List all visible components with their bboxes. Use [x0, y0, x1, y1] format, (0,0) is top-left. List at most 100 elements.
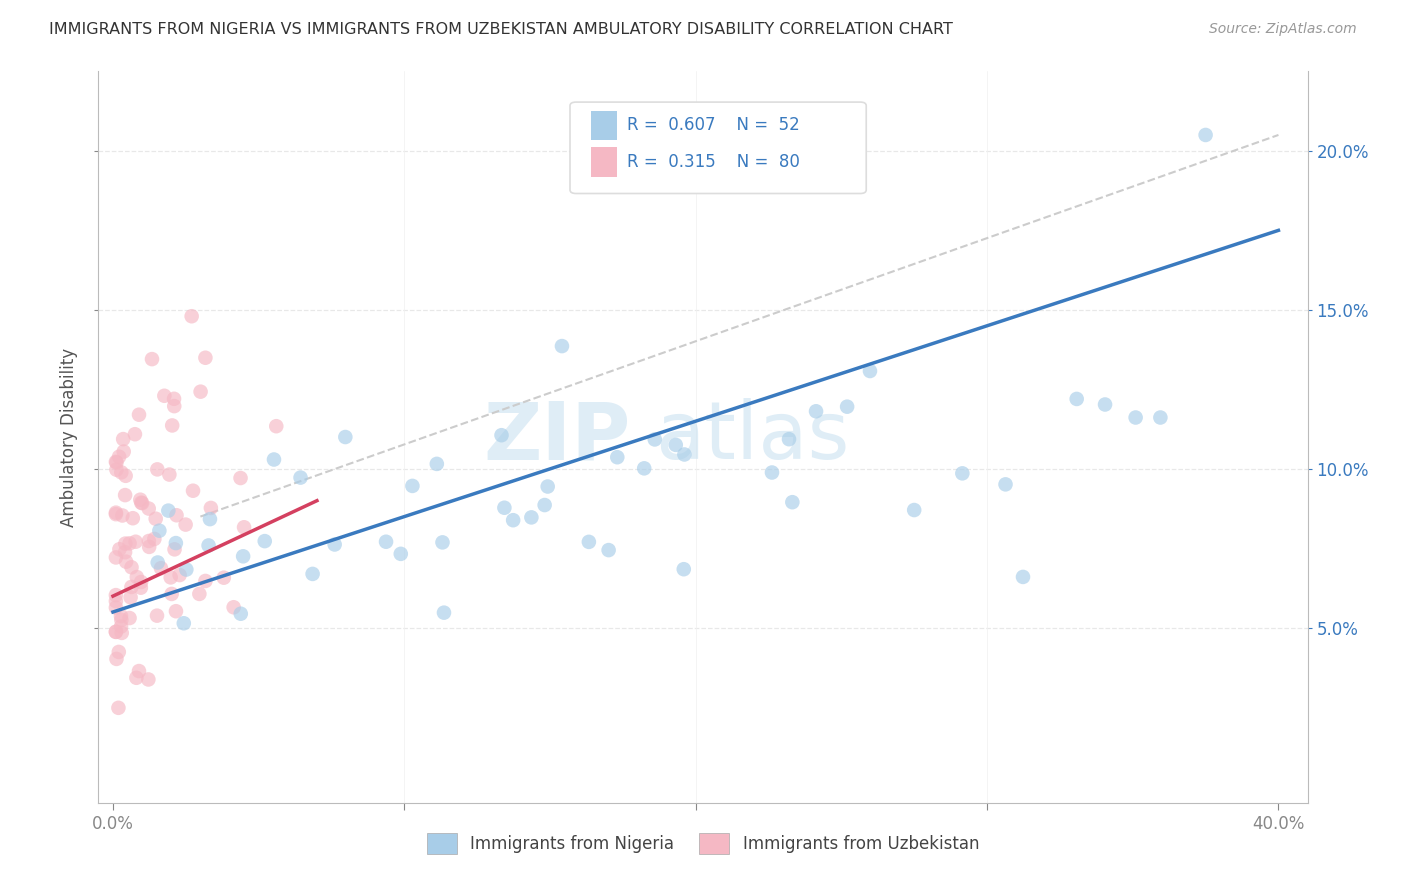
Text: Source: ZipAtlas.com: Source: ZipAtlas.com	[1209, 22, 1357, 37]
Point	[104, 624, 127, 639]
Point	[138, 533, 160, 548]
Point	[212, 571, 235, 585]
Point	[1012, 570, 1035, 584]
Point	[163, 399, 186, 413]
Point	[859, 364, 882, 378]
Point	[197, 538, 219, 552]
Point	[129, 496, 152, 510]
Point	[837, 400, 859, 414]
FancyBboxPatch shape	[569, 102, 866, 194]
Point	[194, 351, 217, 365]
Text: atlas: atlas	[655, 398, 849, 476]
Point	[163, 392, 186, 406]
Text: IMMIGRANTS FROM NIGERIA VS IMMIGRANTS FROM UZBEKISTAN AMBULATORY DISABILITY CORR: IMMIGRANTS FROM NIGERIA VS IMMIGRANTS FR…	[49, 22, 953, 37]
Text: ZIP: ZIP	[484, 398, 630, 476]
Point	[105, 455, 128, 469]
Point	[146, 608, 169, 623]
Point	[108, 450, 131, 464]
Point	[128, 664, 150, 678]
Point	[778, 432, 800, 446]
Point	[146, 462, 169, 476]
Point	[159, 570, 181, 584]
Point	[145, 512, 167, 526]
Point	[110, 466, 132, 480]
Point	[150, 561, 173, 575]
Y-axis label: Ambulatory Disability: Ambulatory Disability	[60, 348, 79, 526]
Point	[200, 500, 222, 515]
Point	[128, 408, 150, 422]
Point	[606, 450, 628, 465]
Point	[1125, 410, 1147, 425]
Point	[1194, 128, 1216, 142]
Point	[188, 587, 211, 601]
Point	[107, 645, 129, 659]
Point	[110, 609, 132, 624]
Point	[104, 507, 127, 521]
Point	[950, 467, 973, 481]
Point	[323, 537, 346, 551]
Point	[166, 508, 188, 523]
Point	[110, 619, 132, 633]
Point	[665, 438, 688, 452]
Point	[129, 574, 152, 589]
Point	[598, 543, 620, 558]
Point	[994, 477, 1017, 491]
Legend: Immigrants from Nigeria, Immigrants from Uzbekistan: Immigrants from Nigeria, Immigrants from…	[420, 827, 986, 860]
Point	[125, 671, 148, 685]
Point	[180, 310, 202, 324]
Point	[1149, 410, 1171, 425]
Point	[124, 534, 146, 549]
Point	[233, 520, 256, 534]
Point	[104, 455, 127, 469]
Point	[114, 468, 136, 483]
Point	[426, 457, 449, 471]
Point	[120, 591, 142, 605]
Point	[173, 616, 195, 631]
Point	[143, 532, 166, 546]
Point	[174, 517, 197, 532]
Point	[190, 384, 212, 399]
Point	[194, 574, 217, 588]
Point	[578, 534, 600, 549]
Point	[111, 508, 134, 523]
Point	[118, 611, 141, 625]
Point	[138, 673, 160, 687]
Point	[198, 512, 221, 526]
Point	[115, 555, 138, 569]
Point	[263, 452, 285, 467]
Point	[131, 496, 153, 510]
Point	[494, 500, 516, 515]
Point	[105, 652, 128, 666]
Bar	[591, 147, 617, 177]
Point	[181, 483, 204, 498]
Point	[104, 506, 127, 520]
Point	[114, 536, 136, 550]
Point	[433, 606, 456, 620]
Point	[782, 495, 804, 509]
Point	[502, 513, 524, 527]
Point	[533, 498, 555, 512]
Point	[491, 428, 513, 442]
Point	[644, 433, 666, 447]
Point	[551, 339, 574, 353]
Point	[129, 492, 152, 507]
Point	[107, 701, 129, 715]
Point	[165, 536, 187, 550]
Point	[222, 600, 245, 615]
Point	[520, 510, 543, 524]
Point	[229, 471, 252, 485]
Point	[633, 461, 655, 475]
Point	[110, 613, 132, 627]
Point	[157, 467, 180, 482]
Point	[229, 607, 252, 621]
Text: R =  0.607    N =  52: R = 0.607 N = 52	[627, 117, 800, 135]
Point	[146, 556, 169, 570]
Point	[389, 547, 412, 561]
Point	[1094, 397, 1116, 411]
Point	[111, 626, 134, 640]
Point	[129, 581, 152, 595]
Point	[673, 448, 696, 462]
Point	[290, 470, 312, 484]
Point	[120, 580, 142, 594]
Point	[125, 570, 148, 584]
